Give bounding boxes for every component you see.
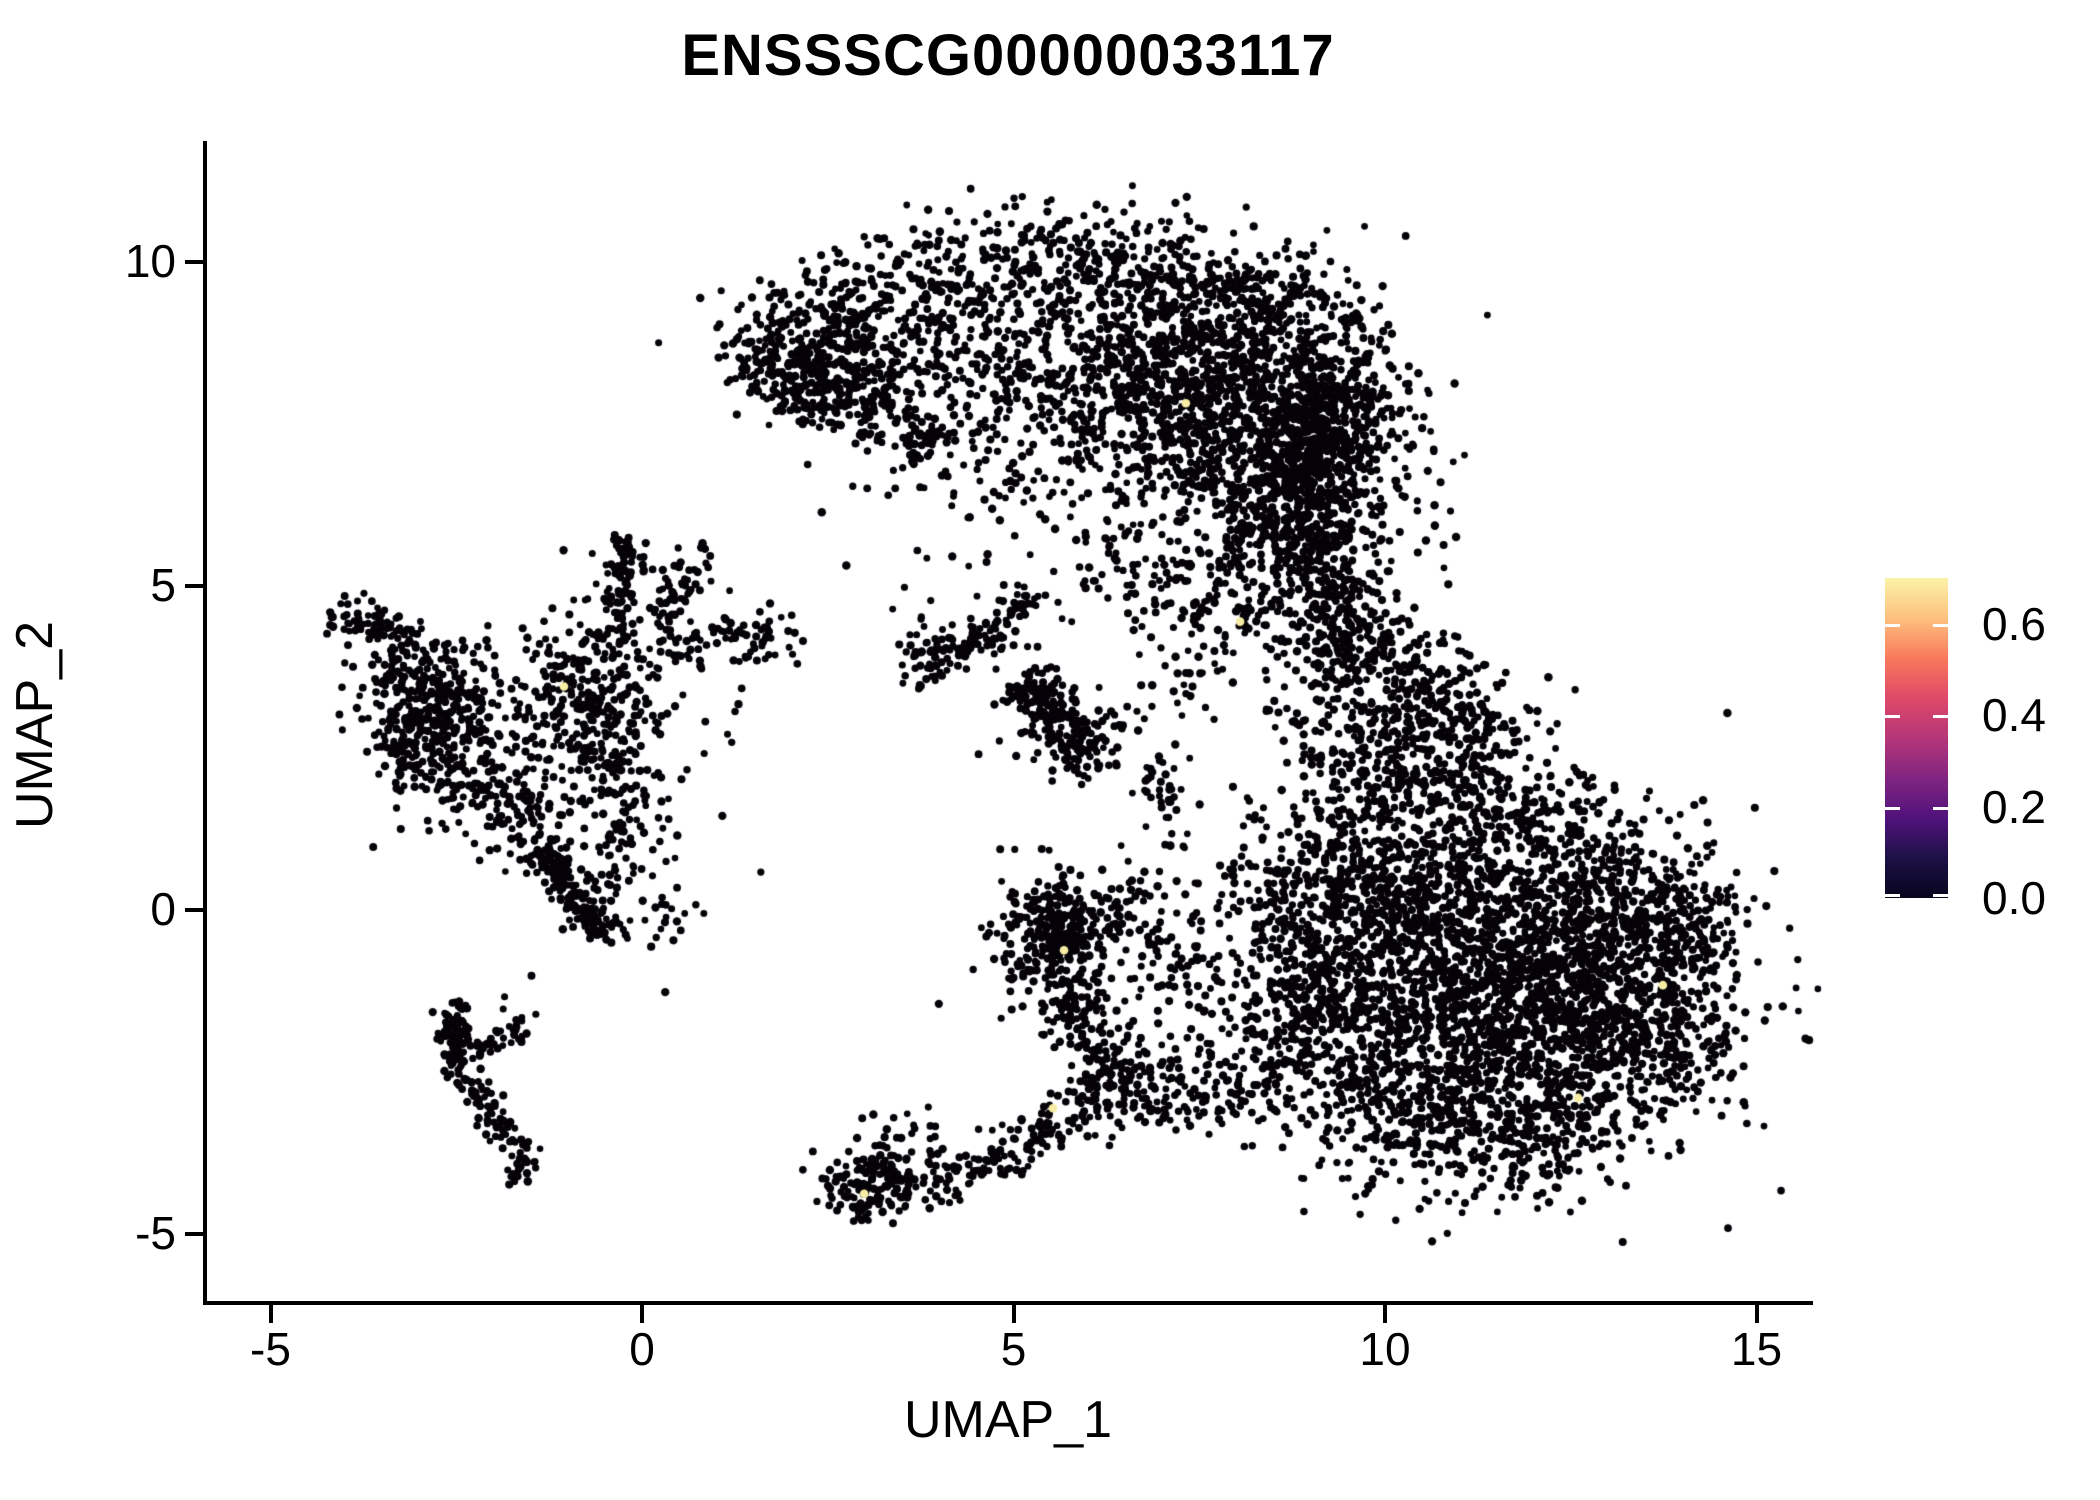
y-axis-title: UMAP_2	[6, 620, 64, 830]
colorbar-tick-mark	[1885, 715, 1900, 719]
x-tick-label: 5	[1000, 1323, 1027, 1375]
colorbar-tick-label: 0.6	[1982, 597, 2046, 650]
y-tick-mark	[185, 260, 203, 264]
colorbar-tick-mark	[1885, 806, 1900, 810]
x-tick-mark	[1383, 1305, 1387, 1323]
y-tick-label: -5	[135, 1207, 176, 1259]
colorbar-tick-mark	[1933, 894, 1948, 897]
y-tick-label: 5	[150, 559, 176, 611]
colorbar-tick-label: 0.4	[1982, 689, 2046, 742]
x-axis-title: UMAP_1	[903, 1391, 1113, 1449]
x-tick-mark	[1754, 1305, 1759, 1323]
x-tick-label: -5	[250, 1323, 291, 1375]
colorbar-tick-mark	[1933, 806, 1948, 810]
x-axis-line	[203, 1301, 1813, 1305]
colorbar-tick-label: 0.0	[1982, 872, 2046, 924]
y-axis-line	[203, 141, 207, 1305]
y-tick-label: 10	[124, 235, 176, 287]
plot-title: ENSSSCG00000033117	[681, 23, 1335, 88]
y-tick-mark	[185, 908, 203, 912]
x-tick-mark	[640, 1305, 644, 1323]
colorbar-tick-mark	[1933, 715, 1948, 719]
x-tick-mark	[268, 1305, 273, 1323]
x-tick-label: 0	[629, 1323, 655, 1375]
y-tick-mark	[185, 1232, 203, 1236]
colorbar-gradient	[1885, 578, 1948, 898]
colorbar-tick-mark	[1933, 623, 1948, 627]
colorbar-tick-mark	[1885, 894, 1900, 897]
y-tick-label: 0	[150, 883, 176, 935]
x-tick-label: 10	[1359, 1323, 1411, 1375]
colorbar-tick-label: 0.2	[1982, 780, 2046, 833]
colorbar-tick-mark	[1885, 623, 1900, 627]
x-tick-label: 15	[1730, 1323, 1783, 1375]
x-tick-mark	[1011, 1305, 1016, 1323]
y-tick-mark	[185, 584, 203, 588]
